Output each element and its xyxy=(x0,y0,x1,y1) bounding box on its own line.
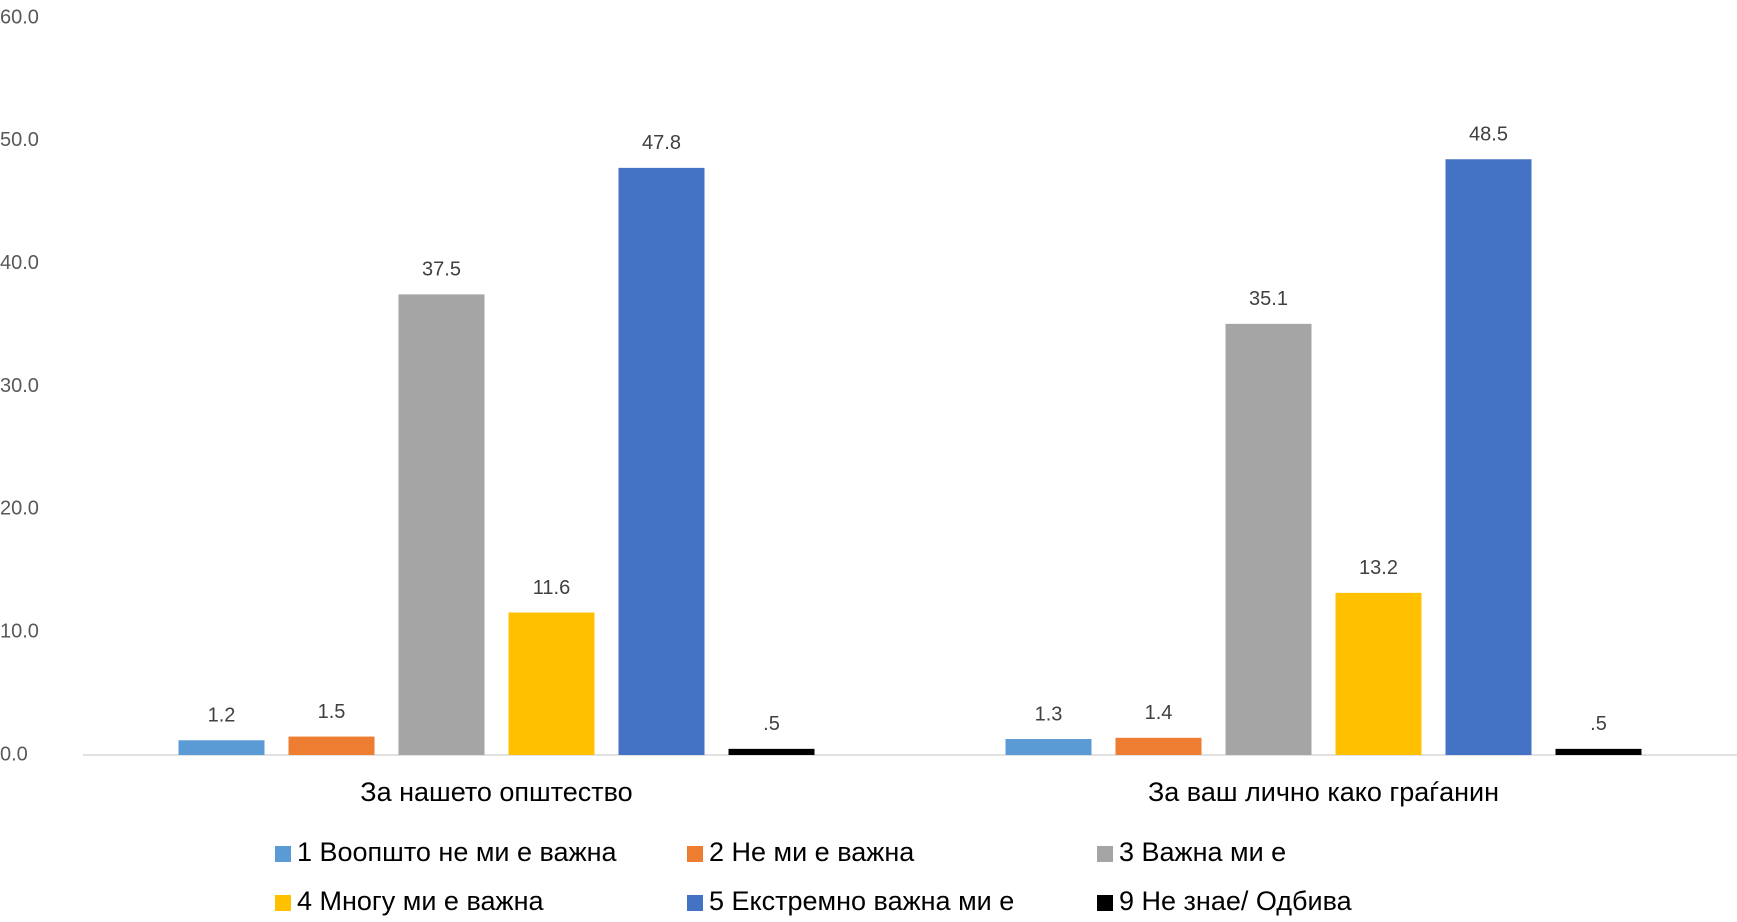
data-label: 35.1 xyxy=(1249,288,1288,310)
bar xyxy=(1005,739,1092,755)
bar xyxy=(1555,748,1642,755)
bar xyxy=(618,167,705,755)
legend-label: 1 Воопшто не ми е важна xyxy=(297,837,618,867)
data-label: 11.6 xyxy=(533,577,570,599)
data-label: 1.5 xyxy=(318,701,346,723)
legend-swatch xyxy=(275,846,291,862)
y-tick-label: 30.0 xyxy=(0,375,39,397)
bar xyxy=(508,612,595,755)
y-tick-label: 0.0 xyxy=(0,743,28,765)
data-label: 1.3 xyxy=(1035,703,1063,725)
legend-swatch xyxy=(687,846,703,862)
y-tick-label: 20.0 xyxy=(0,498,39,520)
bar xyxy=(398,294,485,755)
y-tick-label: 10.0 xyxy=(0,620,39,642)
y-tick-label: 60.0 xyxy=(0,6,39,28)
bar xyxy=(1445,159,1532,756)
x-tick-label: За нашето општество xyxy=(360,777,632,807)
legend-label: 2 Не ми е важна xyxy=(709,837,915,867)
legend-swatch xyxy=(687,895,703,911)
data-label: 48.5 xyxy=(1469,124,1508,146)
data-label: 1.4 xyxy=(1145,702,1173,724)
bar xyxy=(1115,737,1202,755)
x-tick-label: За ваш лично како граѓанин xyxy=(1148,777,1499,807)
legend-label: 4 Многу ми е важна xyxy=(297,886,544,916)
bar xyxy=(728,748,815,755)
legend-swatch xyxy=(1097,846,1113,862)
data-label: .5 xyxy=(1590,713,1607,735)
data-label: 13.2 xyxy=(1359,557,1398,579)
legend-label: 9 Не знае/ Одбива xyxy=(1119,886,1353,916)
bar xyxy=(1225,323,1312,755)
y-tick-label: 40.0 xyxy=(0,252,39,274)
data-label: .5 xyxy=(763,713,780,735)
legend-swatch xyxy=(1097,895,1113,911)
y-tick-label: 50.0 xyxy=(0,129,39,151)
bar xyxy=(1335,592,1422,755)
bar xyxy=(288,736,375,755)
legend-label: 5 Екстремно важна ми е xyxy=(709,886,1014,916)
data-label: 47.8 xyxy=(642,132,681,154)
legend-swatch xyxy=(275,895,291,911)
legend-label: 3 Важна ми е xyxy=(1119,837,1286,867)
data-label: 37.5 xyxy=(422,259,461,281)
bar xyxy=(178,740,265,755)
data-label: 1.2 xyxy=(208,705,236,727)
